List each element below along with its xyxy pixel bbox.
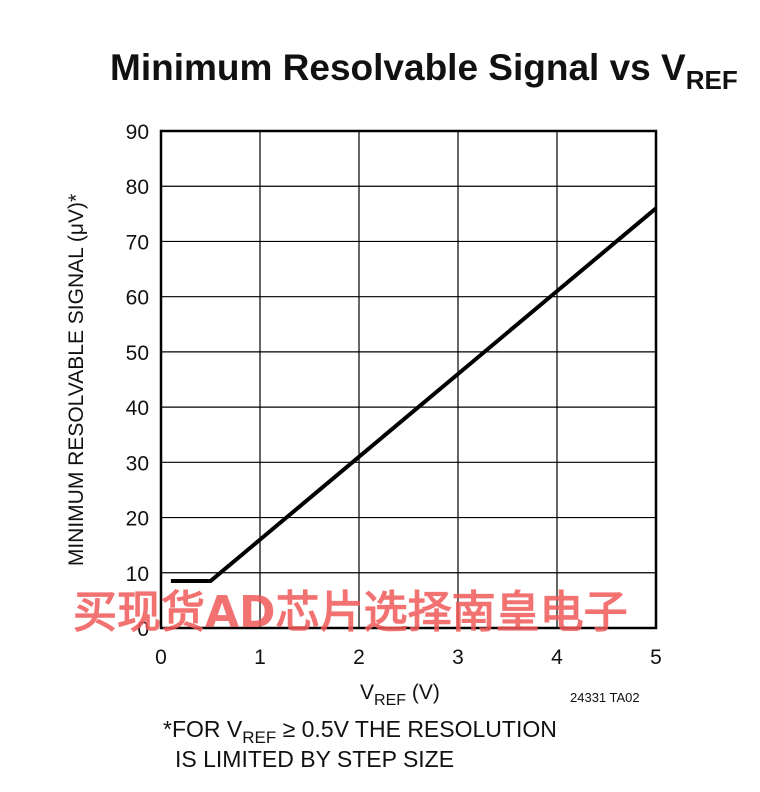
x-tick-label-4: 4 [551, 646, 563, 669]
footnote-line-1: *FOR VREF ≥ 0.5V THE RESOLUTION [163, 716, 557, 747]
y-axis-label: MINIMUM RESOLVABLE SIGNAL (μV)* [65, 194, 88, 566]
y-tick-label-80: 80 [126, 176, 149, 199]
figure-id: 24331 TA02 [570, 690, 640, 705]
y-tick-label-70: 70 [126, 231, 149, 254]
footnote-line-2: IS LIMITED BY STEP SIZE [175, 746, 454, 772]
y-tick-label-60: 60 [126, 287, 149, 310]
grid [161, 131, 656, 628]
y-tick-label-90: 90 [126, 121, 149, 144]
x-tick-label-5: 5 [650, 646, 662, 669]
y-tick-label-30: 30 [126, 452, 149, 475]
x-tick-label-2: 2 [353, 646, 365, 669]
y-tick-label-40: 40 [126, 397, 149, 420]
y-tick-label-20: 20 [126, 508, 149, 531]
x-tick-label-1: 1 [254, 646, 266, 669]
watermark-text: 买现货AD芯片选择南皇电子 [73, 587, 628, 638]
y-tick-label-10: 10 [126, 563, 149, 586]
series-line [170, 206, 658, 584]
y-tick-label-0: 0 [137, 618, 149, 641]
x-axis-label: VREF (V) [360, 681, 440, 709]
x-tick-label-3: 3 [452, 646, 464, 669]
y-tick-labels: 0 10 20 30 40 50 60 70 80 90 [126, 121, 149, 641]
y-tick-label-50: 50 [126, 342, 149, 365]
plot-frame [159, 129, 658, 630]
x-tick-labels: 0 1 2 3 4 5 [155, 646, 662, 669]
chart-title: Minimum Resolvable Signal vs VREF [110, 47, 738, 95]
x-tick-label-0: 0 [155, 646, 167, 669]
